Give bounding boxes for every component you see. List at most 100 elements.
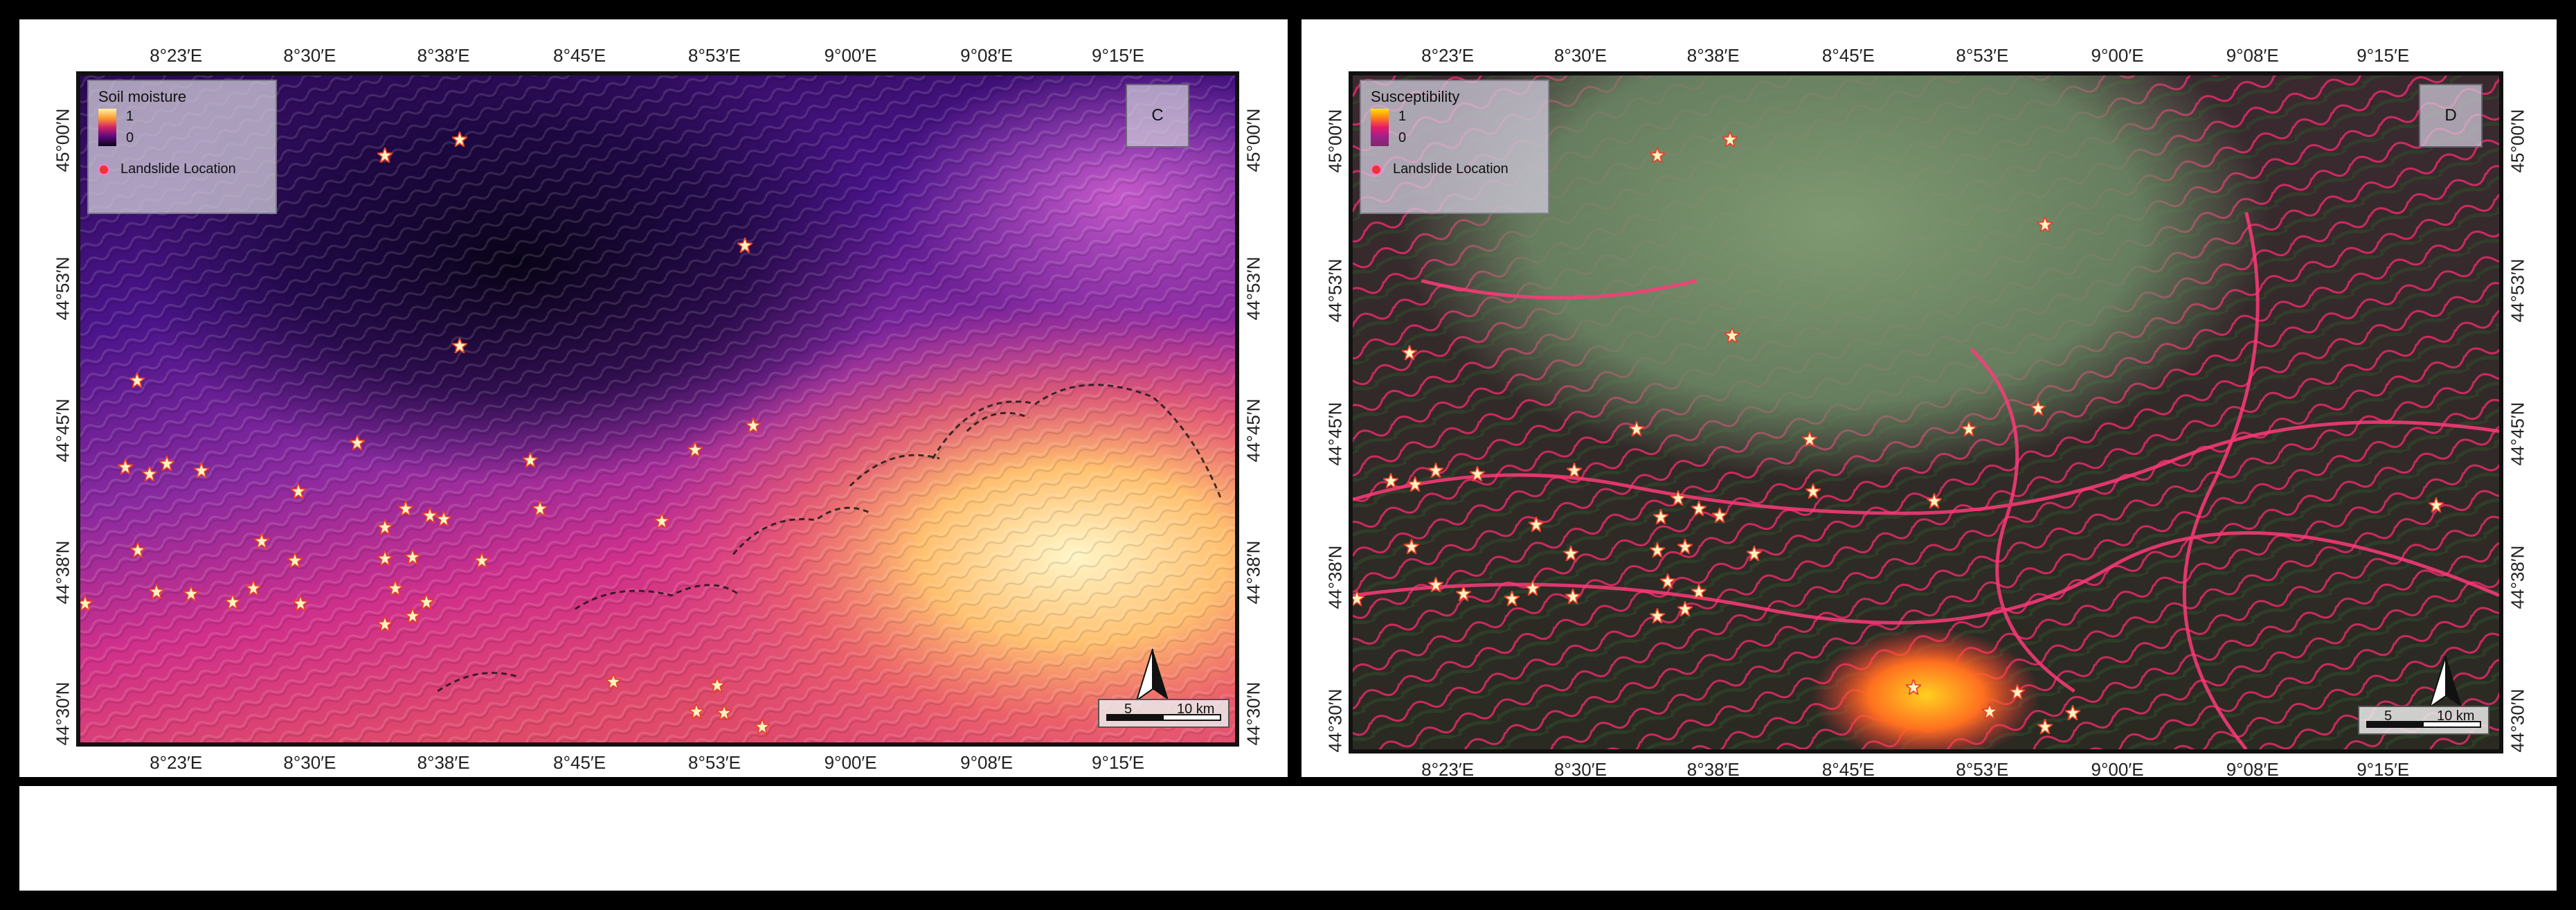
- latitude-label: 44°45′N: [1324, 402, 1346, 466]
- landslide-marker-icon: [737, 238, 753, 253]
- landslide-marker-icon: [1677, 601, 1693, 616]
- longitude-label: 8°53′E: [688, 752, 741, 773]
- latitude-label: 44°38′N: [1324, 545, 1346, 609]
- panel-c-box: 8°23′E 8°30′E 8°38′E 8°45′E 8°53′E 9°00′E 9°08…: [19, 19, 1288, 777]
- longitude-label: 8°30′E: [283, 45, 336, 66]
- landslide-marker-icon: [1691, 584, 1706, 599]
- scale-label-10: 10 km: [1177, 702, 1215, 717]
- landslide-marker-icon: [194, 463, 209, 478]
- longitude-label: 9°00′E: [2091, 759, 2144, 780]
- landslide-marker-icon: [142, 466, 157, 481]
- landslide-marker-icon: [2065, 705, 2080, 720]
- landslide-marker-icon: [1982, 704, 1997, 719]
- landslide-marker-icon: [377, 519, 393, 535]
- longitude-label: 9°08′E: [960, 752, 1014, 773]
- landslide-marker-icon: [523, 452, 538, 467]
- legend-max-label: 1: [1398, 109, 1407, 124]
- longitude-label: 9°08′E: [2226, 759, 2279, 780]
- longitude-label: 8°53′E: [1956, 759, 2009, 780]
- latitude-label: 44°45′N: [52, 398, 73, 463]
- landslide-dot-icon: [98, 163, 109, 175]
- longitude-label: 9°15′E: [2357, 759, 2410, 780]
- landslide-marker-icon: [388, 580, 403, 596]
- landslide-marker-icon: [2037, 719, 2053, 734]
- longitude-label: 8°38′E: [417, 752, 470, 773]
- latitude-label: 44°38′N: [2507, 545, 2528, 609]
- landslide-marker-icon: [287, 553, 303, 568]
- landslide-marker-icon: [377, 148, 393, 163]
- landslide-marker-icon: [1961, 421, 1976, 436]
- landslide-marker-icon: [532, 501, 548, 516]
- longitude-label: 9°15′E: [1092, 752, 1144, 773]
- longitude-label: 9°08′E: [2226, 45, 2279, 66]
- panel-d-box: 8°23′E 8°30′E 8°38′E 8°45′E 8°53′E 9°00′E 9°08…: [1301, 19, 2557, 780]
- scale-bar: 5 10 km: [2358, 706, 2489, 735]
- longitude-label: 8°45′E: [553, 45, 606, 66]
- latitude-label: 44°30′N: [2507, 688, 2528, 753]
- latitude-label: 44°53′N: [2507, 258, 2528, 323]
- landslide-marker-icon: [350, 435, 365, 450]
- landslide-marker-icon: [1563, 546, 1578, 561]
- landslide-dot-icon: [1371, 163, 1382, 175]
- scale-label-5: 5: [2384, 708, 2393, 724]
- landslide-marker-icon: [1407, 476, 1423, 492]
- landslide-marker-icon: [1525, 580, 1540, 596]
- landslide-marker-icon: [1650, 542, 1665, 557]
- longitude-label: 8°23′E: [150, 752, 203, 773]
- landslide-marker-icon: [2010, 684, 2025, 699]
- longitude-label: 8°45′E: [1821, 45, 1875, 66]
- legend-min-label: 0: [126, 130, 134, 145]
- landslide-marker-icon: [1428, 577, 1443, 592]
- latitude-label: 45°00′N: [2507, 109, 2528, 172]
- longitude-label: 8°45′E: [553, 752, 606, 773]
- longitude-label: 8°23′E: [1421, 45, 1475, 66]
- landslide-marker-icon: [1567, 463, 1582, 478]
- longitude-label: 8°30′E: [283, 752, 336, 773]
- longitude-label: 8°23′E: [1421, 759, 1475, 780]
- landslide-marker-icon: [405, 608, 420, 623]
- landslide-marker-icon: [1456, 586, 1471, 601]
- latitude-label: 44°53′N: [1324, 258, 1346, 323]
- landslide-marker-icon: [1504, 591, 1520, 606]
- landslide-marker-icon: [1660, 573, 1675, 589]
- north-arrow-icon: [1135, 648, 1169, 702]
- longitude-label: 9°15′E: [1092, 45, 1144, 66]
- soil-moisture-map-panel: 8°23′E 8°30′E 8°38′E 8°45′E 8°53′E 9°00′E 9°08…: [19, 19, 1288, 777]
- latitude-label: 45°00′N: [1324, 109, 1346, 172]
- landslide-marker-icon: [717, 705, 732, 720]
- landslide-marker-icon: [2429, 497, 2444, 512]
- landslide-marker-icon: [1927, 493, 1942, 508]
- map-legend: Soil moisture 1 0 Landslide Location: [87, 80, 277, 214]
- landslide-marker-icon: [1650, 608, 1665, 623]
- panel-letter: D: [2419, 84, 2483, 148]
- longitude-label: 9°00′E: [2091, 45, 2144, 66]
- landslide-marker-icon: [1670, 490, 1686, 506]
- landslide-marker-icon: [291, 483, 306, 499]
- landslide-marker-icon: [1691, 501, 1706, 516]
- landslide-marker-icon: [1747, 546, 1762, 561]
- latitude-label: 44°38′N: [1243, 540, 1264, 604]
- landslide-marker-icon: [1650, 148, 1665, 163]
- latitude-label: 45°00′N: [52, 108, 73, 172]
- landslide-marker-icon: [80, 596, 93, 611]
- legend-min-label: 0: [1398, 130, 1407, 145]
- landslide-marker-icon: [405, 549, 420, 564]
- legend-color-ramp: [1371, 109, 1389, 146]
- landslide-marker-icon: [377, 551, 393, 566]
- panel-letter: C: [1126, 84, 1189, 148]
- landslide-marker-icon: [398, 501, 413, 516]
- landslide-marker-icon: [1802, 431, 1817, 447]
- legend-color-ramp: [98, 109, 116, 146]
- landslide-marker-icon: [1653, 509, 1668, 524]
- landslide-marker-icon: [1629, 421, 1644, 436]
- longitude-label: 9°00′E: [824, 752, 877, 773]
- landslide-marker-icon: [474, 553, 489, 568]
- legend-location-label: Landslide Location: [120, 161, 236, 177]
- longitude-label: 8°53′E: [688, 45, 741, 66]
- landslide-marker-icon: [436, 511, 451, 526]
- longitude-label: 8°38′E: [1686, 759, 1740, 780]
- legend-location-label: Landslide Location: [1393, 161, 1508, 177]
- latitude-label: 44°30′N: [1243, 681, 1264, 746]
- landslide-marker-icon: [118, 459, 133, 474]
